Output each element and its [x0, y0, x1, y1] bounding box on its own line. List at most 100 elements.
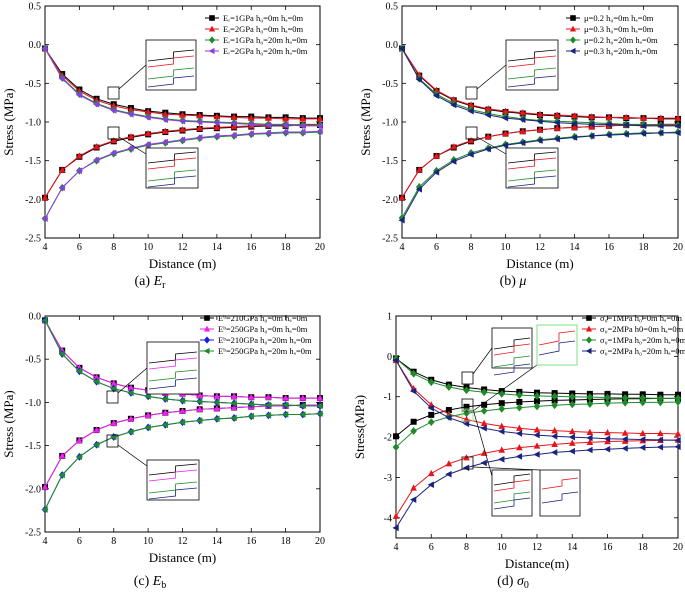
data-point: [92, 156, 100, 164]
zoom-connector: [472, 347, 493, 375]
y-tick-label: 0.0: [29, 312, 42, 323]
data-point: [127, 133, 135, 140]
data-point: [605, 113, 613, 121]
y-tick-label: -2.0: [382, 195, 398, 206]
data-point: [533, 442, 541, 449]
data-point: [247, 114, 255, 121]
data-point: [162, 409, 169, 416]
data-point: [144, 411, 152, 419]
data-point: [161, 116, 169, 123]
data-point: [41, 215, 48, 222]
data-point: [553, 124, 561, 131]
zoom-marker: [106, 390, 119, 404]
data-point: [162, 127, 169, 134]
data-point: [179, 111, 186, 118]
data-point: [569, 25, 577, 32]
y-axis-label: Stress(MPa): [352, 395, 367, 459]
data-point: [213, 123, 221, 131]
data-point: [316, 122, 323, 130]
data-point: [41, 506, 48, 513]
data-point: [622, 121, 629, 129]
data-point: [605, 131, 612, 139]
legend-entry: Eᵇ=250GPa h₀=0m hₐ=0m: [218, 324, 308, 334]
inset-line: [147, 169, 197, 182]
data-point: [127, 389, 134, 397]
legend-entry: Eᵇ=250GPa h₀=20m hₐ=0m: [218, 346, 312, 356]
x-tick-label: 16: [604, 242, 614, 253]
data-point: [588, 112, 596, 120]
data-point: [551, 392, 558, 401]
data-point: [604, 399, 611, 408]
legend-entry: Eᵣ=1GPa h₀=20m hₐ=0m: [223, 35, 308, 45]
data-point: [178, 397, 186, 404]
data-point: [621, 445, 628, 452]
data-point: [463, 415, 470, 423]
data-point: [93, 143, 100, 150]
data-point: [398, 216, 405, 224]
data-point: [282, 128, 289, 136]
data-point: [639, 394, 647, 402]
x-tick-label: 6: [77, 536, 82, 547]
zoom-connector: [476, 64, 507, 90]
zoom-marker: [107, 126, 120, 140]
y-tick-label: -0.5: [25, 79, 41, 90]
data-point: [639, 122, 647, 130]
legend-entry: Eᵣ=2GPa h₀=0m hₐ=0m: [223, 24, 304, 34]
data-point: [41, 483, 49, 490]
inset-line: [541, 491, 579, 504]
data-point: [480, 459, 487, 467]
data-point: [674, 129, 681, 137]
data-point: [498, 404, 506, 413]
data-point: [450, 95, 458, 103]
data-point: [536, 110, 544, 117]
data-point: [551, 427, 558, 434]
data-point: [622, 131, 629, 138]
data-point: [144, 141, 151, 148]
legend-entry: Eᵣ=1GPa h₀=0m hₐ=0m: [223, 13, 304, 23]
y-axis-label: Stress (MPa): [358, 88, 373, 156]
data-point: [110, 102, 118, 109]
data-point: [674, 430, 682, 437]
y-tick-label: -0.5: [25, 355, 41, 366]
data-point: [178, 117, 186, 125]
data-point: [498, 455, 505, 463]
data-point: [230, 131, 237, 139]
data-point: [462, 464, 470, 472]
data-point: [536, 137, 543, 144]
inset-line: [148, 369, 198, 382]
data-point: [533, 431, 540, 439]
x-tick-label: 16: [246, 242, 256, 253]
data-point: [603, 435, 611, 443]
data-point: [316, 402, 323, 410]
data-point: [533, 402, 541, 411]
data-point: [427, 481, 434, 489]
data-point: [110, 149, 117, 157]
data-point: [127, 106, 135, 113]
y-tick-label: -3: [384, 473, 392, 484]
inset-line: [493, 363, 531, 376]
data-point: [299, 394, 307, 401]
data-point: [640, 114, 647, 121]
x-tick-label: 18: [281, 536, 291, 547]
data-point: [110, 385, 117, 392]
data-point: [568, 392, 576, 401]
data-point: [467, 151, 474, 158]
data-point: [656, 443, 664, 451]
data-point: [501, 114, 509, 122]
data-point: [110, 107, 117, 114]
data-point: [58, 184, 65, 192]
zoom-connector: [117, 367, 148, 394]
data-point: [427, 378, 435, 387]
data-point: [498, 400, 505, 407]
y-tick-label: -1: [384, 392, 392, 403]
data-point: [282, 394, 289, 401]
chart-panel-a: (a) Er 4 6 8 10 12 14 16 18 20 0.5 0.0 -0.5 -1.0 -1.5…: [1, 2, 325, 292]
legend-entry: μ=0.2 h₀=0m hₐ=0m: [584, 13, 654, 23]
legend-entry: σ₀=2MPa h0=0m hₐ=0m: [600, 324, 684, 334]
data-point: [230, 399, 237, 407]
inset-line: [507, 151, 557, 164]
data-point: [282, 121, 289, 129]
data-point: [247, 412, 254, 420]
data-point: [515, 430, 523, 437]
